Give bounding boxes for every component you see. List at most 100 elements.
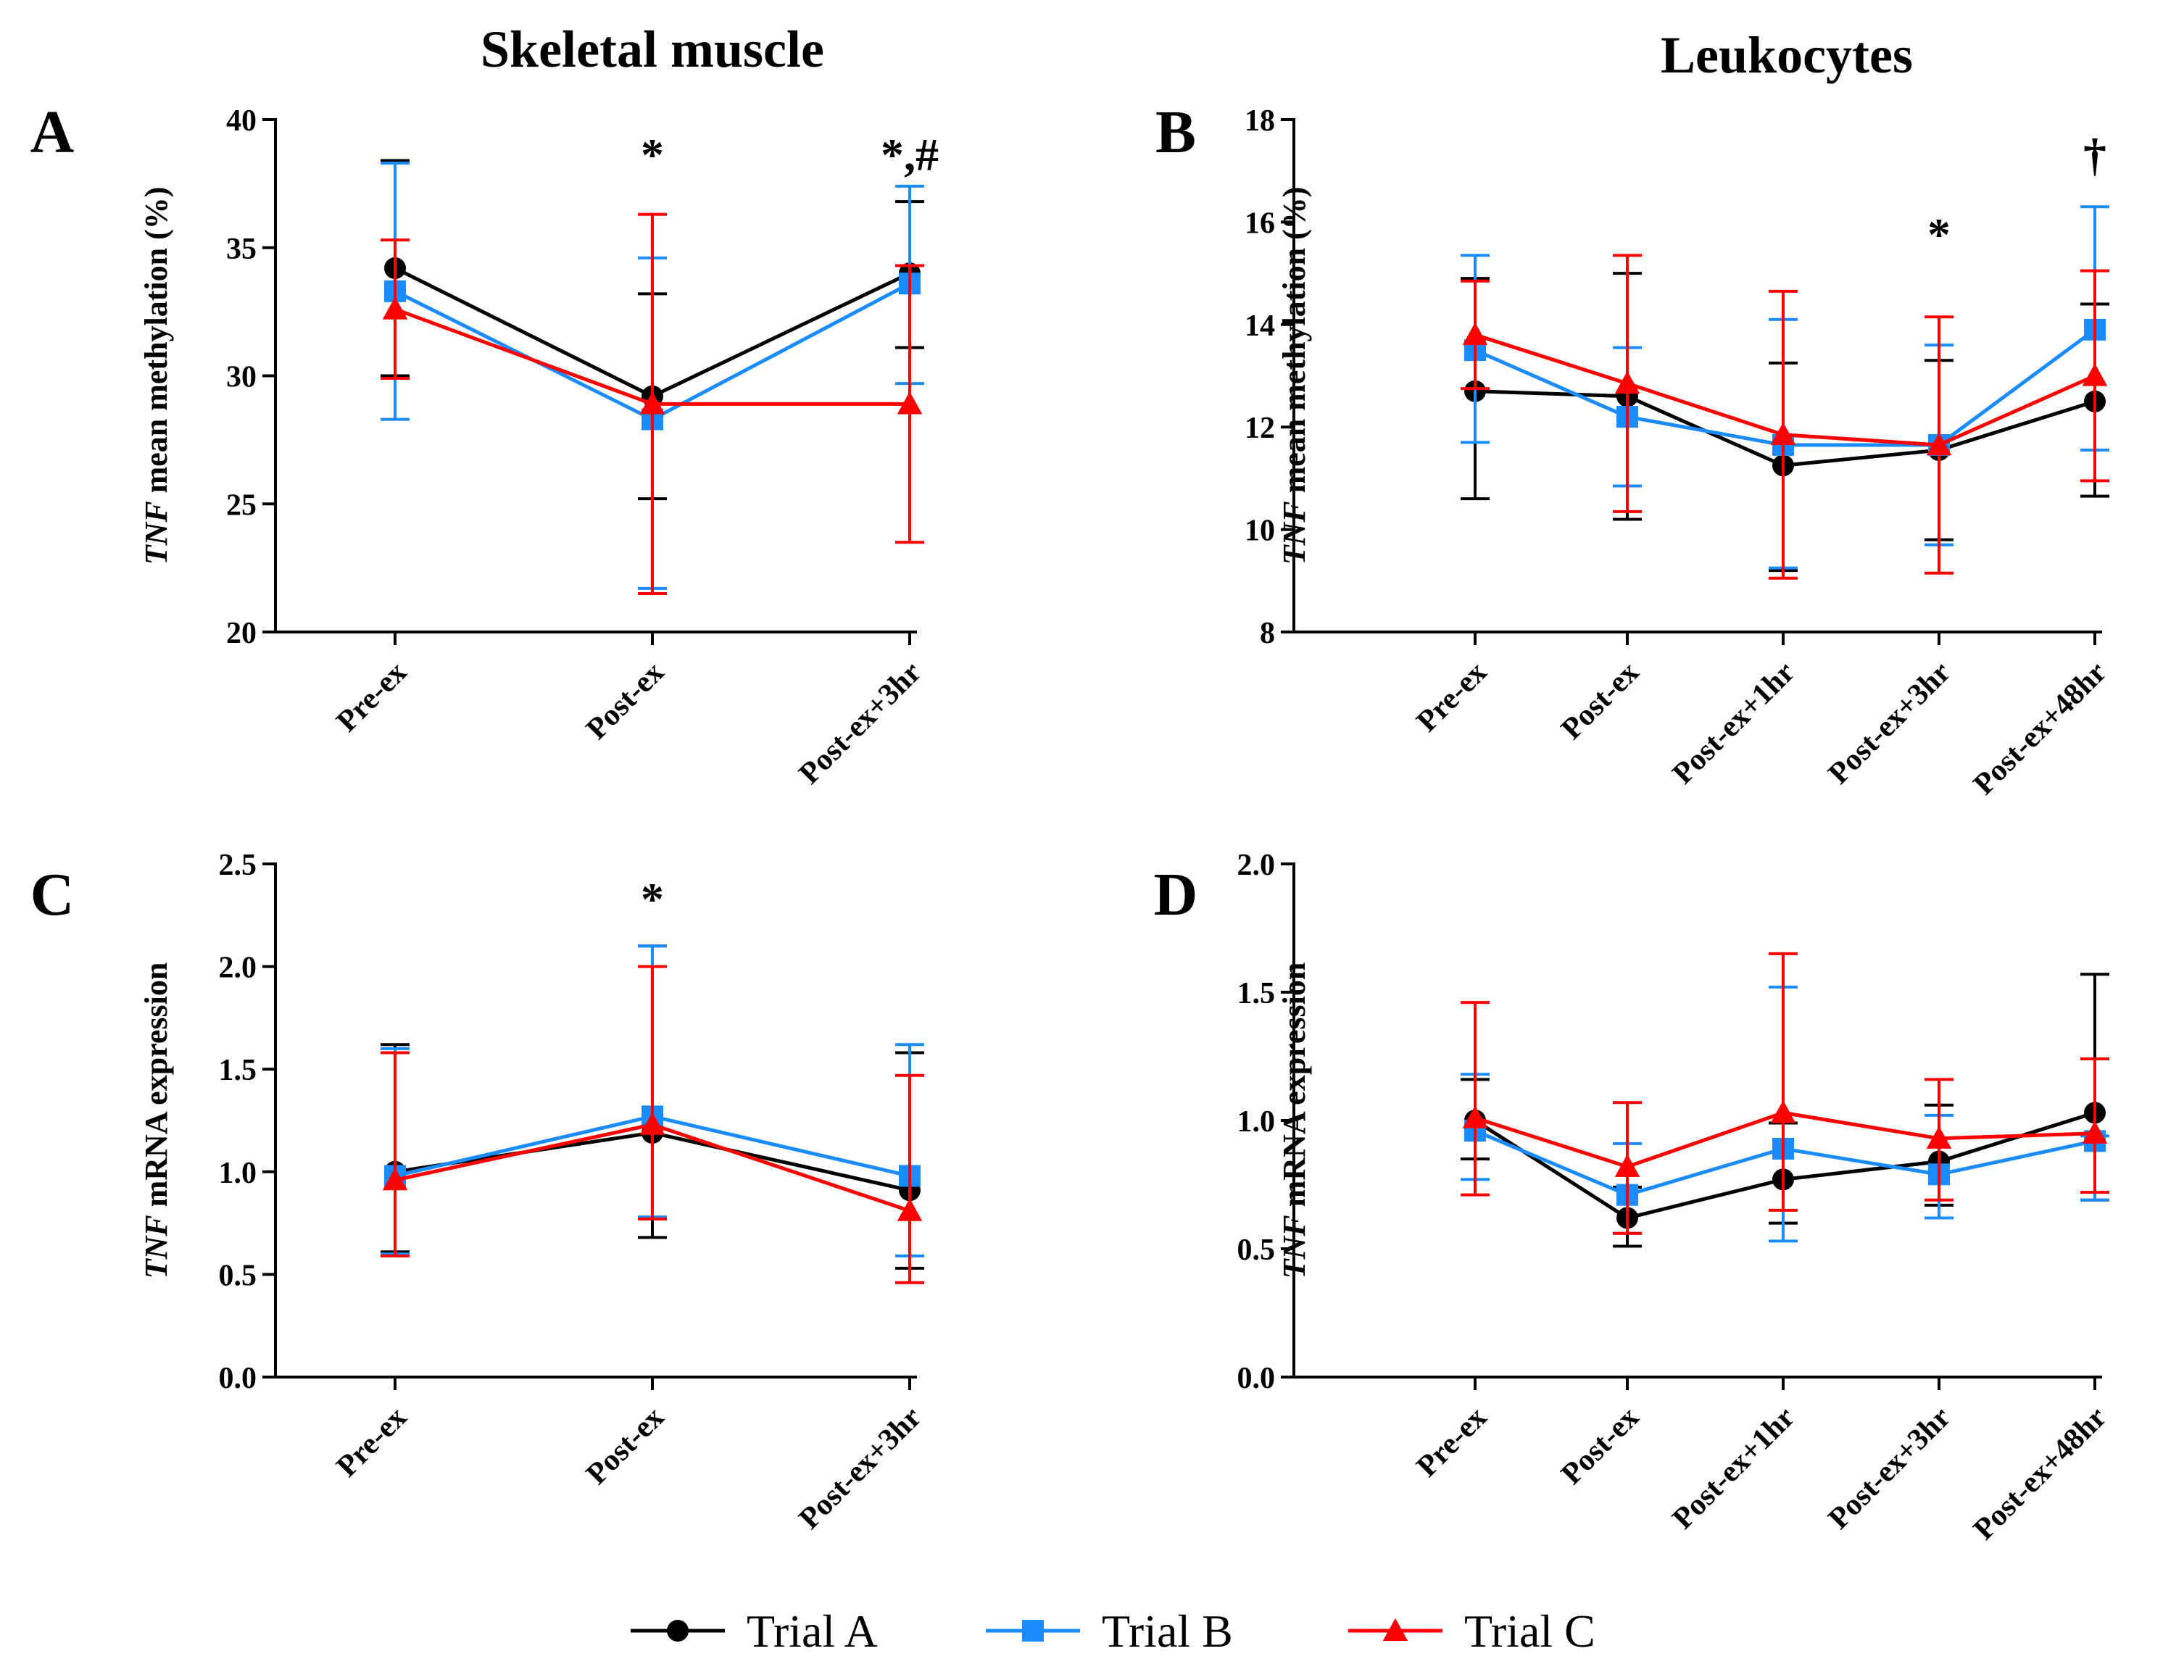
panel-a: A 20 25 30 35 40 Pre-ex Post-ex Post-ex+3hr TNF m… [30,99,939,791]
data-point [1614,1154,1640,1177]
y-axis-label-gene: TNF [138,1215,174,1278]
y-axis-label: TNF mean methylation (%) [1276,187,1312,565]
y-tick-label: 1.5 [1237,977,1276,1010]
legend-label: Trial C [1464,1605,1595,1657]
y-axis-label-text: mRNA expression [1276,962,1312,1215]
y-tick-label: 18 [1245,104,1275,138]
x-tick-label-pre-ex: Pre-ex [331,1401,413,1484]
y-tick-label: 35 [226,233,257,266]
data-point [1926,1126,1952,1149]
series-trial-c [381,212,924,595]
y-axis-label: TNF mRNA expression [1276,962,1312,1279]
data-point [1770,1100,1796,1123]
x-tick-label-post-ex-3hr: Post-ex+3hr [1822,1401,1957,1536]
legend-label: Trial A [747,1605,878,1657]
y-tick-label: 12 [1245,412,1275,445]
x-tick-label-post-ex-3hr: Post-ex+3hr [1822,656,1957,791]
y-axis-label-gene: TNF [138,501,174,565]
series-trial-b [1461,205,2109,570]
y-axis-label: TNF mRNA expression [138,962,174,1279]
data-point [1462,322,1488,346]
panel-letter-c: C [30,861,75,928]
significance-annotation: * [641,129,664,180]
y-tick-label: 20 [226,617,257,650]
y-tick-label: 0.0 [1237,1362,1276,1395]
legend-marker-square [1022,1620,1044,1642]
data-point [897,391,923,415]
data-point [2082,363,2108,386]
y-tick-label: 1.5 [219,1054,257,1087]
series-trial-c [1461,254,2109,580]
significance-annotation: * [1927,209,1951,260]
x-tick-label-post-ex-1hr: Post-ex+1hr [1666,1401,1801,1536]
y-axis-label-gene: TNF [1276,501,1312,565]
x-tick-label-post-ex-1hr: Post-ex+1hr [1666,656,1801,791]
x-tick-label-pre-ex: Pre-ex [1411,1401,1493,1484]
y-tick-label: 14 [1245,309,1275,343]
data-point [897,1198,923,1221]
x-tick-label-post-ex-3hr: Post-ex+3hr [793,656,928,791]
series-line-trial-a [1474,1110,2096,1221]
panel-c: C 0.0 0.5 1.0 1.5 2.0 2.5 Pre-ex Post-ex Post-ex+… [30,849,928,1536]
x-tick-label-post-ex: Post-ex [580,1401,670,1492]
y-tick-label: 40 [226,104,257,138]
x-tick-label-post-ex-3hr: Post-ex+3hr [793,1401,928,1536]
data-point [382,296,408,320]
series-trial-c [381,965,924,1284]
y-tick-label: 8 [1260,617,1275,650]
significance-annotation: * [641,873,664,925]
data-point [639,1112,665,1135]
y-tick-label: 0.5 [1237,1234,1276,1267]
legend-marker-circle [667,1620,689,1642]
x-tick-label-post-ex: Post-ex [1555,1401,1645,1492]
y-tick-label: 1.0 [1237,1105,1276,1139]
y-tick-label: 25 [226,488,257,522]
x-tick-label-post-ex: Post-ex [1555,656,1645,747]
y-tick-label: 0.5 [219,1259,257,1292]
data-point [1926,432,1952,456]
y-tick-label: 1.0 [219,1157,257,1190]
series-trial-a [1461,272,2109,573]
legend-item-trial-b: Trial B [986,1605,1233,1657]
y-tick-label: 2.0 [1237,849,1276,882]
x-tick-label-pre-ex: Pre-ex [331,656,413,739]
panel-letter-a: A [30,99,75,166]
y-axis-label-gene: TNF [1276,1215,1312,1278]
data-point [1770,422,1796,445]
y-tick-label: 16 [1245,207,1275,240]
column-title-skeletal-muscle: Skeletal muscle [481,20,824,78]
series-trial-c [1461,952,2109,1235]
column-title-leukocytes: Leukocytes [1661,26,1913,84]
y-tick-label: 0.0 [219,1362,257,1395]
x-tick-label-post-ex-48hr: Post-ex+48hr [1967,1401,2113,1547]
y-tick-label: 2.0 [219,952,257,985]
panel-d: D 0.0 0.5 1.0 1.5 2.0 Pre-ex Post-ex Post-ex+1hr… [1154,849,2113,1547]
legend-label: Trial B [1102,1605,1233,1657]
data-point [1462,1105,1488,1128]
y-axis-label-text: mean methylation (%) [1276,187,1312,502]
y-axis-label: TNF mean methylation (%) [138,187,174,565]
panels: A 20 25 30 35 40 Pre-ex Post-ex Post-ex+3hr TNF m… [30,99,2113,1547]
x-tick-label-pre-ex: Pre-ex [1411,656,1493,739]
x-tick-label-post-ex-48hr: Post-ex+48hr [1967,656,2113,802]
x-tick-label-post-ex: Post-ex [580,656,670,747]
legend-item-trial-c: Trial C [1348,1605,1595,1657]
data-point [639,391,665,415]
y-tick-label: 2.5 [219,849,257,882]
y-axis-label-text: mean methylation (%) [138,187,174,502]
data-point [382,1167,408,1191]
data-point [2082,1120,2108,1144]
legend: Trial A Trial B Trial C [631,1605,1595,1657]
data-point [1614,370,1640,394]
significance-annotation: † [2083,129,2106,180]
y-tick-label: 10 [1245,515,1275,548]
legend-marker-triangle [1382,1618,1408,1642]
y-tick-label: 30 [226,361,257,394]
y-axis-label-text: mRNA expression [138,962,174,1215]
legend-item-trial-a: Trial A [631,1605,878,1657]
significance-annotation: *,# [881,129,939,180]
panel-letter-b: B [1155,99,1196,166]
